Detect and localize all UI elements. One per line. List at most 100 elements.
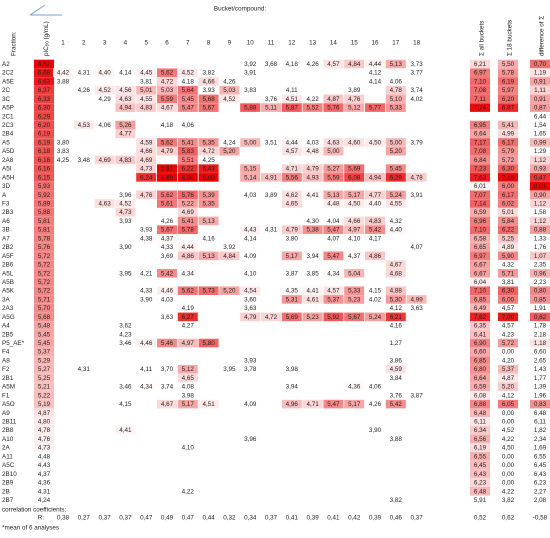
cell-value: 5,47 bbox=[327, 401, 340, 408]
cell-bg bbox=[198, 199, 219, 208]
cell-value: 5,76 bbox=[182, 192, 195, 199]
cell-bg bbox=[344, 251, 365, 261]
cell-bg bbox=[157, 68, 177, 78]
cell-value: 4,17 bbox=[369, 235, 382, 242]
cell-value: 6,00 bbox=[502, 183, 515, 190]
cell-value: 3,81 bbox=[140, 78, 153, 85]
fraction-name: F4 bbox=[2, 349, 10, 356]
fraction-name: A5B bbox=[2, 279, 14, 286]
r-sum: 0,52 bbox=[474, 514, 487, 521]
cell-bg bbox=[34, 242, 54, 252]
cell-value: 3,74 bbox=[410, 87, 423, 94]
cell-bg bbox=[136, 338, 157, 348]
cell-value: 0,70 bbox=[534, 61, 547, 68]
correlation-label: correlation coefficients: bbox=[2, 506, 67, 513]
cell-bg bbox=[157, 234, 177, 243]
cell-bg bbox=[365, 173, 385, 182]
cell-value: 2,65 bbox=[534, 357, 547, 364]
cell-bg bbox=[34, 312, 54, 322]
cell-value: 6,64 bbox=[474, 375, 487, 382]
cell-bg bbox=[34, 77, 54, 86]
cell-bg bbox=[323, 199, 344, 208]
cell-value: 1,19 bbox=[534, 70, 547, 77]
cell-value: 6,49 bbox=[474, 305, 487, 312]
cell-bg bbox=[34, 356, 54, 365]
bucket-title: Bucket/compound: bbox=[214, 6, 266, 13]
cell-bg bbox=[470, 199, 490, 208]
cell-value: 6,65 bbox=[474, 244, 487, 251]
cell-value: 4,50 bbox=[369, 139, 382, 146]
cell-bg bbox=[385, 399, 406, 409]
cell-value: 4,38 bbox=[140, 235, 153, 242]
cell-value: 4,07 bbox=[327, 235, 340, 242]
r-value: 0,47 bbox=[140, 514, 153, 521]
fraction-name: 2B10 bbox=[2, 471, 17, 478]
fraction-name: A5L bbox=[2, 270, 14, 277]
cell-value: 2,23 bbox=[534, 279, 547, 286]
cell-value: 4,22 bbox=[306, 96, 319, 103]
r-value: 0,49 bbox=[161, 514, 174, 521]
fraction-name: 2B bbox=[2, 488, 10, 495]
cell-bg bbox=[281, 312, 302, 322]
column-header: 4 bbox=[124, 40, 128, 47]
cell-value: 3,93 bbox=[119, 218, 132, 225]
cell-value: 6,23 bbox=[474, 480, 487, 487]
fraction-name: A6 bbox=[2, 218, 10, 225]
cell-bg bbox=[157, 138, 177, 147]
cell-bg bbox=[498, 190, 518, 200]
cell-value: 5,35 bbox=[202, 200, 215, 207]
cell-value: 5,72 bbox=[502, 157, 515, 164]
column-header: 18 bbox=[413, 40, 421, 47]
cell-bg bbox=[281, 199, 302, 208]
cell-bg bbox=[470, 356, 490, 365]
column-header: 8 bbox=[207, 40, 211, 47]
cell-value: 6,80 bbox=[474, 366, 487, 373]
cell-value: 4,62 bbox=[286, 192, 299, 199]
cell-value: 1,07 bbox=[534, 253, 547, 260]
cell-value: 5,92 bbox=[38, 192, 51, 199]
fraction-name: 2C1 bbox=[2, 113, 14, 120]
cell-bg bbox=[498, 382, 518, 391]
cell-bg bbox=[470, 146, 490, 156]
cell-bg bbox=[470, 190, 490, 200]
cell-value: 6,29 bbox=[390, 174, 403, 181]
cell-bg bbox=[470, 85, 490, 95]
cell-value: 4,89 bbox=[502, 244, 515, 251]
fraction-name: 2B2 bbox=[2, 244, 14, 251]
r-sum: 0,62 bbox=[502, 514, 515, 521]
cell-value: 3,46 bbox=[119, 340, 132, 347]
fraction-name: 2B11 bbox=[2, 418, 17, 425]
cell-bg bbox=[177, 164, 198, 173]
cell-value: 0,85 bbox=[534, 296, 547, 303]
cell-value: 3,90 bbox=[369, 427, 382, 434]
cell-value: 5,88 bbox=[244, 105, 257, 112]
cell-value: 4,56 bbox=[119, 87, 132, 94]
cell-value: 5,25 bbox=[38, 375, 51, 382]
cell-bg bbox=[136, 68, 157, 78]
cell-value: 3,94 bbox=[286, 384, 299, 391]
cell-bg bbox=[498, 373, 518, 383]
column-header: 13 bbox=[309, 40, 317, 47]
fraction-name: 2A8 bbox=[2, 157, 14, 164]
cell-value: 5,90 bbox=[502, 253, 515, 260]
cell-bg bbox=[470, 486, 490, 496]
cell-value: 6,11 bbox=[534, 418, 546, 425]
cell-bg bbox=[323, 295, 344, 304]
cell-bg bbox=[498, 338, 518, 348]
cell-value: 4,14 bbox=[119, 70, 132, 77]
cell-bg bbox=[365, 225, 385, 234]
cell-value: 7,63 bbox=[474, 174, 487, 181]
cell-value: 5,61 bbox=[161, 200, 174, 207]
cell-bg bbox=[344, 216, 365, 226]
cell-value: 3,68 bbox=[265, 61, 278, 68]
cell-value: 4,22 bbox=[502, 488, 515, 495]
cell-value: 5,93 bbox=[38, 183, 51, 190]
cell-value: 0,00 bbox=[502, 480, 515, 487]
fraction-name: 3A bbox=[2, 296, 11, 303]
cell-bg bbox=[136, 155, 157, 165]
cell-value: 4,34 bbox=[327, 270, 340, 277]
cell-bg bbox=[34, 382, 54, 391]
cell-bg bbox=[34, 155, 54, 165]
column-header: 12 bbox=[288, 40, 296, 47]
cell-bg bbox=[470, 129, 490, 139]
